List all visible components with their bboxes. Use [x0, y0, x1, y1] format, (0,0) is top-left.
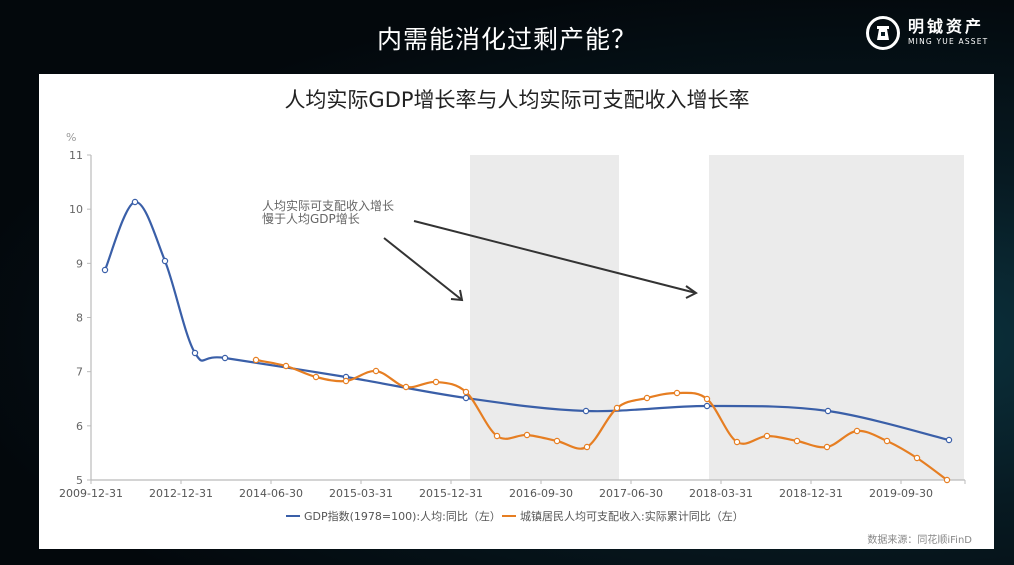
data-point [703, 395, 711, 403]
data-point [282, 362, 290, 370]
data-point [493, 432, 501, 440]
data-point [372, 367, 380, 375]
data-point [312, 373, 320, 381]
data-point [945, 436, 953, 444]
x-tick-label: 2015-12-31 [419, 487, 483, 500]
data-point [462, 388, 470, 396]
legend: GDP指数(1978=100):人均:同比（左） 城镇居民人均可支配收入:实际累… [286, 509, 744, 523]
data-point [883, 437, 891, 445]
bell-circle-icon [866, 16, 900, 50]
x-tick-label: 2018-12-31 [779, 487, 843, 500]
data-point [161, 257, 169, 265]
y-tick-label: 10 [69, 203, 83, 216]
data-point [643, 394, 651, 402]
data-point [553, 437, 561, 445]
x-tick-label: 2012-12-31 [149, 487, 213, 500]
shaded-regions [470, 155, 964, 480]
data-point [583, 443, 591, 451]
chart-axes: 5 6 7 8 9 10 11 2009-12-31 2012-12-31 2014-06-30 2… [59, 149, 966, 500]
y-tick-label: 11 [69, 149, 83, 162]
data-point [462, 394, 470, 402]
data-point [582, 407, 590, 415]
shaded-region [709, 155, 964, 480]
data-point [342, 377, 350, 385]
legend-label-gdp: GDP指数(1978=100):人均:同比（左） [304, 509, 501, 523]
data-point [101, 266, 109, 274]
company-logo: 明钺资产 MING YUE ASSET [866, 15, 988, 51]
data-point [131, 198, 139, 206]
slide-title: 内需能消化过剩产能？ [376, 25, 637, 54]
annotation-arrows [383, 220, 698, 302]
x-tick-label: 2019-09-30 [869, 487, 933, 500]
x-tick-label: 2014-06-30 [239, 487, 303, 500]
data-point [221, 354, 229, 362]
logo-name-en: MING YUE ASSET [908, 37, 989, 46]
x-tick-label: 2017-06-30 [599, 487, 663, 500]
legend-label-income: 城镇居民人均可支配收入:实际累计同比（左） [520, 509, 744, 523]
data-point [613, 404, 621, 412]
x-tick-label: 2009-12-31 [59, 487, 123, 500]
y-axis-unit: % [66, 131, 76, 144]
x-tick-label: 2015-03-31 [329, 487, 393, 500]
y-tick-label: 8 [76, 312, 83, 325]
x-tick-label: 2016-09-30 [509, 487, 573, 500]
y-tick-label: 7 [76, 366, 83, 379]
shaded-region [470, 155, 619, 480]
chart-title: 人均实际GDP增长率与人均实际可支配收入增长率 [284, 88, 749, 112]
data-point [824, 407, 832, 415]
data-point [523, 431, 531, 439]
data-point [763, 432, 771, 440]
data-point [703, 402, 711, 410]
data-source: 数据来源：同花顺iFinD [867, 533, 972, 546]
data-point [823, 443, 831, 451]
data-point [432, 378, 440, 386]
y-tick-label: 5 [76, 474, 83, 487]
data-point [913, 454, 921, 462]
y-tick-label: 6 [76, 420, 83, 433]
data-point [252, 356, 260, 364]
chart-series [101, 198, 953, 484]
data-point [733, 438, 741, 446]
data-point [402, 383, 410, 391]
data-point [673, 389, 681, 397]
logo-name-cn: 明钺资产 [908, 17, 985, 36]
annotation: 人均实际可支配收入增长 慢于人均GDP增长 [262, 198, 698, 302]
data-point [943, 476, 951, 484]
annotation-line-2: 慢于人均GDP增长 [262, 212, 360, 226]
x-tick-label: 2018-03-31 [689, 487, 753, 500]
data-point [853, 427, 861, 435]
data-point [793, 437, 801, 445]
series-gdp [101, 198, 953, 444]
series-income [252, 356, 951, 484]
y-tick-label: 9 [76, 257, 83, 270]
data-point [191, 349, 199, 357]
annotation-line-1: 人均实际可支配收入增长 [262, 198, 394, 213]
